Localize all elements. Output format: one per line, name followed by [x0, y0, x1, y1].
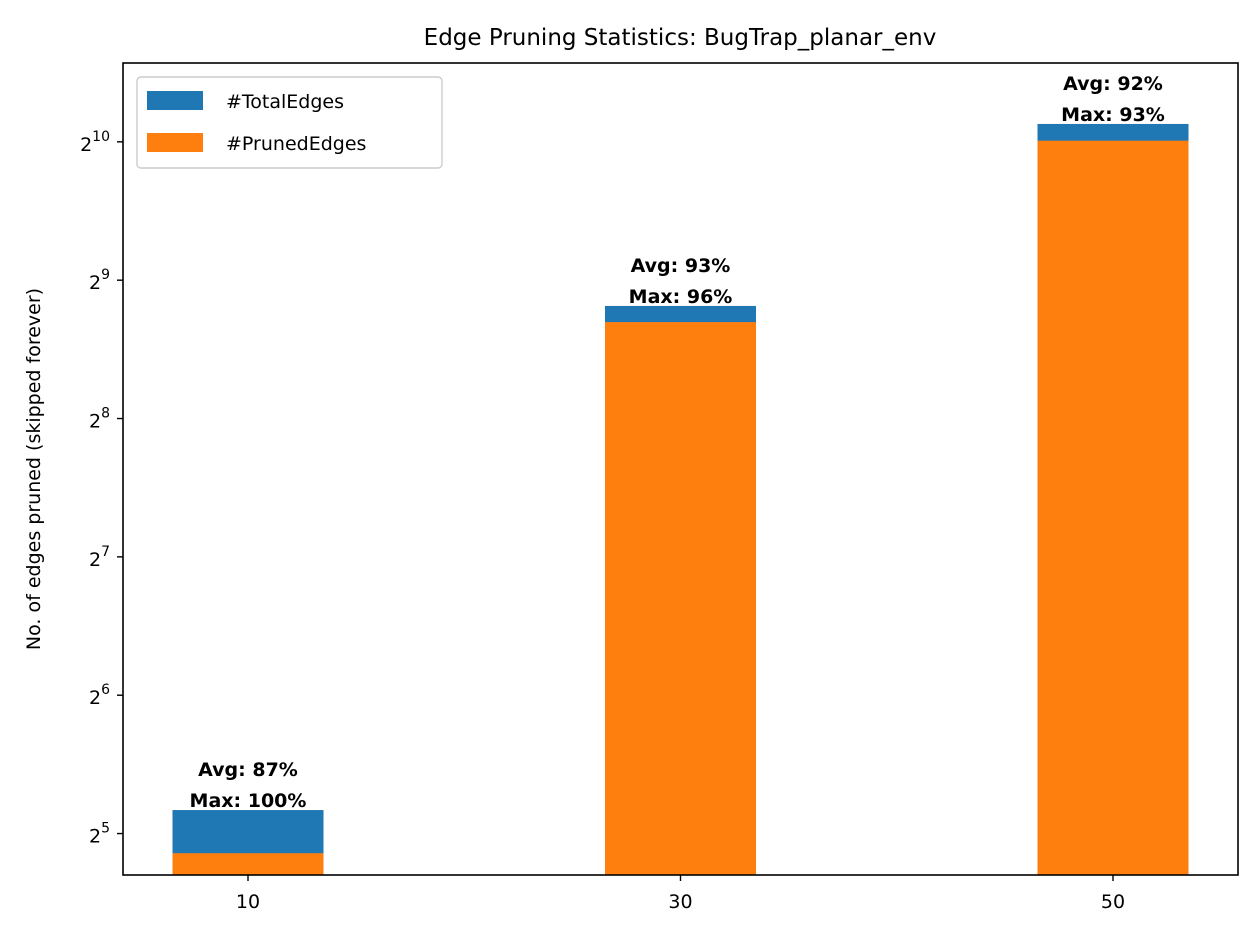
x-tick-label-50: 50	[1101, 891, 1125, 913]
x-tick-label-30: 30	[668, 891, 692, 913]
annotations-layer: Avg: 87% Max: 100% Avg: 93% Max: 96% Avg: 92…	[190, 73, 1165, 812]
y-tick-label-9: 29	[89, 267, 110, 294]
bar-pruned-30	[605, 322, 756, 876]
ticks-layer: 10 30 50 25 26 27 28 29 210	[80, 129, 1125, 913]
bar-label-avg-30: Avg: 93%	[631, 255, 731, 277]
y-tick-label-5: 25	[89, 821, 110, 848]
x-tick-label-10: 10	[236, 891, 260, 913]
bar-pruned-50	[1037, 140, 1189, 876]
y-tick-label-7: 27	[89, 544, 110, 571]
y-tick-label-6: 26	[89, 682, 110, 709]
bar-label-max-30: Max: 96%	[629, 286, 733, 308]
legend-box	[136, 76, 443, 169]
bar-label-max-10: Max: 100%	[190, 790, 307, 812]
bar-pruned-10	[172, 853, 324, 875]
y-axis-label: No. of edges pruned (skipped forever)	[23, 288, 45, 650]
legend-swatch-pruned	[147, 133, 203, 152]
bars-layer	[172, 123, 1189, 876]
bar-label-avg-50: Avg: 92%	[1063, 73, 1163, 95]
chart-title: Edge Pruning Statistics: BugTrap_planar_…	[424, 25, 937, 51]
legend-label-pruned: #PrunedEdges	[226, 133, 366, 155]
bar-label-avg-10: Avg: 87%	[198, 759, 298, 781]
legend: #TotalEdges #PrunedEdges	[136, 76, 443, 169]
legend-swatch-total	[147, 91, 203, 110]
y-tick-label-8: 28	[89, 406, 110, 433]
legend-label-total: #TotalEdges	[226, 91, 344, 113]
y-tick-label-10: 210	[80, 129, 110, 156]
bar-label-max-50: Max: 93%	[1061, 104, 1165, 126]
